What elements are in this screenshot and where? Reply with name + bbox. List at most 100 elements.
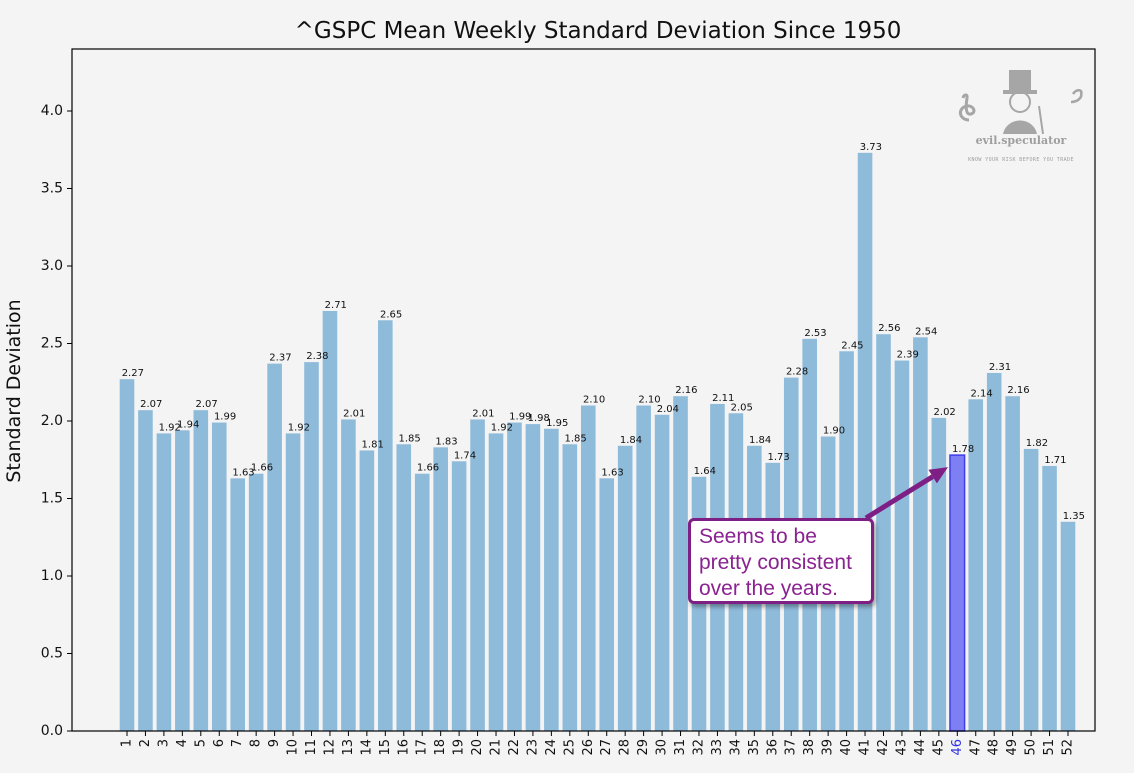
bar-week-20 — [470, 419, 485, 731]
bar-week-29 — [636, 405, 651, 731]
bar-value-label: 1.63 — [601, 467, 623, 478]
bar-week-43 — [894, 360, 910, 731]
bar-week-4 — [175, 430, 190, 731]
bar-week-46 — [949, 454, 966, 732]
watermark-tagline: KNOW YOUR RISK BEFORE YOU TRADE — [968, 157, 1074, 163]
x-tick-label: 51 — [1042, 739, 1057, 756]
bar-value-label: 1.90 — [823, 426, 845, 437]
x-tick-label: 39 — [821, 739, 836, 756]
x-tick-label: 11 — [304, 739, 319, 756]
annotation-arrow — [864, 467, 948, 521]
y-axis-label: Standard Deviation — [3, 299, 25, 482]
y-tick-label: 3.0 — [41, 258, 63, 274]
x-tick-label: 34 — [728, 739, 743, 756]
bar-value-label: 1.85 — [398, 433, 420, 444]
x-tick-label: 49 — [1005, 739, 1020, 756]
bar-week-7 — [230, 478, 246, 731]
bar-value-label: 1.92 — [288, 422, 310, 433]
bar-week-13 — [341, 419, 356, 731]
x-tick-label: 1 — [120, 739, 135, 747]
bar-value-label: 1.84 — [620, 435, 642, 446]
bar-value-label: 2.10 — [583, 395, 605, 406]
bar-week-50 — [1023, 448, 1039, 731]
bar-value-label: 1.99 — [214, 412, 236, 423]
x-tick-label: 10 — [286, 739, 301, 756]
bar-value-label: 2.04 — [657, 404, 679, 415]
y-tick-label: 2.0 — [41, 413, 63, 429]
plot-frame — [71, 48, 1096, 732]
annotation-line: pretty consistent — [699, 551, 852, 574]
bar-value-label: 1.85 — [565, 433, 587, 444]
bar-value-label: 2.02 — [934, 407, 956, 418]
bar-value-label: 2.28 — [786, 367, 808, 378]
x-tick-label: 26 — [581, 739, 596, 756]
x-tick-label: 30 — [655, 739, 670, 756]
y-tick-label: 1.5 — [41, 491, 63, 507]
watermark-name: evil.speculator — [975, 134, 1067, 147]
bar-value-label: 1.63 — [232, 467, 254, 478]
x-tick-label: 25 — [562, 739, 577, 756]
x-tick-label: 7 — [230, 739, 245, 747]
x-tick-label: 42 — [876, 739, 891, 756]
y-tick-label: 1.0 — [41, 568, 63, 584]
bar-value-label: 2.45 — [841, 340, 863, 351]
bar-week-16 — [396, 444, 412, 731]
bar-value-label: 2.07 — [140, 399, 162, 410]
x-tick-label: 43 — [894, 739, 909, 756]
bar-week-31 — [673, 396, 688, 731]
bar-week-41 — [857, 152, 873, 732]
arrow-head — [928, 467, 948, 484]
x-tick-label: 36 — [765, 739, 780, 756]
x-tick-label: 22 — [507, 739, 522, 756]
x-tick-label: 50 — [1024, 739, 1039, 756]
bar-value-label: 1.81 — [362, 439, 384, 450]
bar-value-label: 1.84 — [749, 435, 771, 446]
x-tick-label: 28 — [618, 739, 633, 756]
y-tick-label: 4.0 — [41, 103, 63, 119]
x-tick-label: 16 — [396, 739, 411, 756]
x-tick-label: 19 — [452, 739, 467, 756]
bar-week-26 — [580, 405, 596, 731]
bar-week-28 — [617, 445, 633, 731]
bar-week-21 — [488, 433, 504, 731]
x-tick-label: 29 — [636, 739, 651, 756]
x-tick-label: 3 — [156, 739, 171, 747]
x-tick-label: 6 — [212, 739, 227, 747]
annotation-callout: Seems to be pretty consistent over the y… — [688, 518, 874, 604]
bar-week-24 — [544, 428, 559, 731]
bar-week-27 — [599, 478, 615, 731]
bar-value-label: 1.35 — [1063, 511, 1085, 522]
x-tick-label: 13 — [341, 739, 356, 756]
x-tick-label: 12 — [322, 739, 337, 756]
bar-week-15 — [378, 320, 393, 731]
x-tick-label: 21 — [489, 739, 504, 756]
bar-value-label: 1.92 — [159, 422, 181, 433]
annotation-line: Seems to be — [699, 525, 817, 548]
bar-value-label: 1.95 — [546, 418, 568, 429]
bar-week-5 — [193, 410, 209, 731]
bar-value-label: 1.66 — [251, 463, 273, 474]
bar-week-17 — [414, 473, 430, 731]
bar-value-label: 2.65 — [380, 309, 402, 320]
bar-value-label: 2.54 — [915, 326, 937, 337]
bar-week-9 — [267, 363, 282, 731]
x-tick-label: 41 — [858, 739, 873, 756]
bar-week-49 — [1005, 396, 1020, 731]
bar-value-label: 1.99 — [509, 412, 531, 423]
bar-value-label: 1.78 — [952, 444, 974, 455]
bar-value-label: 2.05 — [731, 402, 753, 413]
bar-week-51 — [1042, 465, 1057, 731]
x-tick-label: 24 — [544, 739, 559, 756]
x-tick-label: 5 — [193, 739, 208, 747]
bar-week-18 — [433, 447, 448, 731]
y-tick-label: 0.0 — [41, 723, 63, 739]
bar-value-label: 1.98 — [528, 413, 550, 424]
x-tick-label: 52 — [1061, 739, 1076, 756]
x-tick-label: 23 — [525, 739, 540, 756]
bar-value-label: 1.83 — [435, 436, 457, 447]
x-tick-label: 27 — [599, 739, 614, 756]
y-tick-label: 0.5 — [41, 646, 63, 662]
x-axis-ticks: 1 2 3 4 5 6 7 8 9 10 11 12 13 14 15 16 17 18 19 20 21 22 23 24 2… — [120, 731, 1076, 756]
annotation-line: over the years. — [699, 577, 838, 600]
x-tick-label: 44 — [913, 739, 928, 756]
